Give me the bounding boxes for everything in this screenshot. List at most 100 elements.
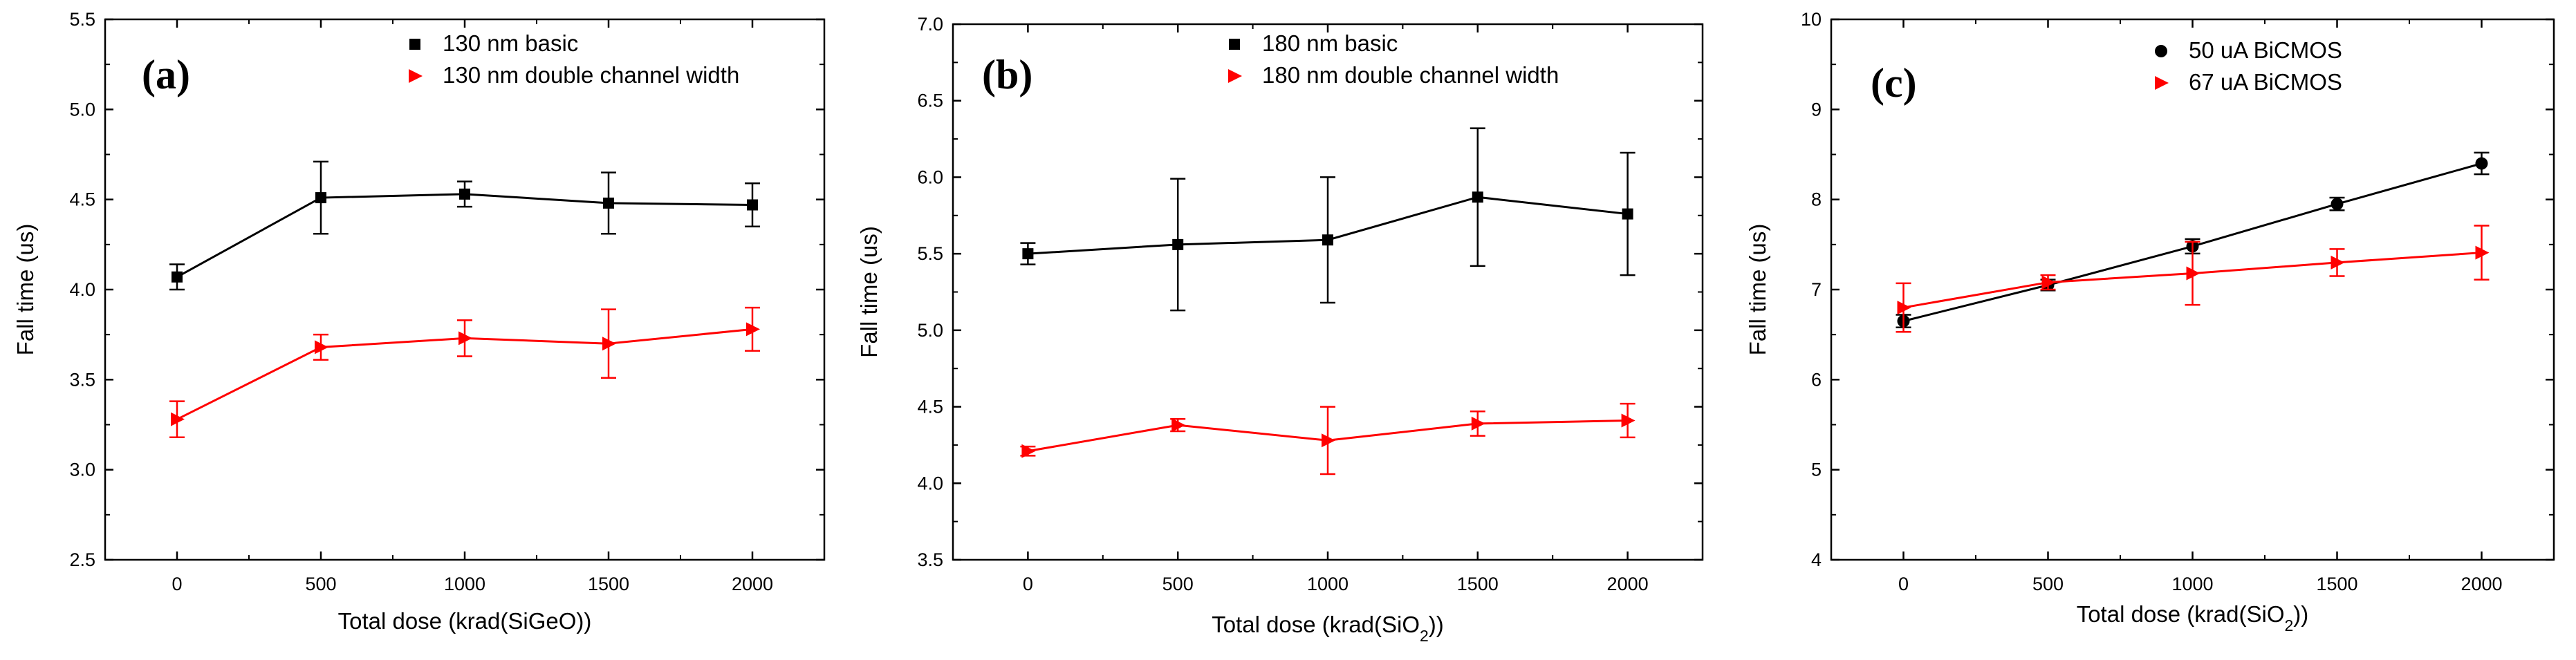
y-tick-label: 4.0 [917, 473, 943, 493]
data-point [746, 322, 760, 337]
y-tick-label: 5.5 [917, 243, 943, 264]
y-tick-label: 4 [1811, 549, 1822, 570]
data-point [171, 412, 185, 426]
data-point [1897, 301, 1911, 315]
series-2 [1896, 225, 2490, 333]
legend-entry: 67 uA BiCMOS [2189, 69, 2342, 95]
data-point [1471, 416, 1485, 431]
x-tick-label: 1500 [1457, 574, 1499, 594]
x-axis-title: Total dose (krad(SiO2)) [2077, 601, 2309, 634]
data-point [1472, 191, 1483, 203]
panel-label: (b) [982, 52, 1032, 97]
y-axis-title: Fall time (us) [856, 226, 882, 358]
x-tick-label: 2000 [732, 574, 773, 594]
y-tick-label: 6.5 [917, 91, 943, 111]
y-tick-label: 10 [1801, 9, 1822, 30]
y-tick-label: 2.5 [69, 549, 95, 570]
plot-frame [104, 18, 826, 561]
series-2 [1020, 402, 1636, 475]
x-tick-label: 0 [1023, 574, 1033, 594]
x-axis-title-subscript: 2 [1420, 627, 1429, 645]
y-tick-label: 3.5 [917, 549, 943, 570]
data-point [1622, 208, 1633, 220]
data-point [2186, 266, 2200, 281]
x-axis-title-main: Total dose (krad(SiO [1212, 612, 1420, 637]
x-axis-title-tail: )) [2293, 601, 2308, 627]
series-1 [1020, 127, 1636, 312]
x-axis-title: Total dose (krad(SiO2)) [1212, 612, 1444, 645]
data-point [2475, 157, 2488, 170]
data-point [2331, 198, 2344, 211]
legend-entry: 180 nm basic [1262, 30, 1398, 56]
x-tick-label: 1000 [2171, 574, 2213, 594]
data-point [315, 192, 326, 204]
x-axis-title-subscript: 2 [2285, 616, 2294, 634]
legend-entry: 50 uA BiCMOS [2189, 37, 2342, 63]
data-point [1621, 413, 1636, 428]
y-axis-title: Fall time (us) [1745, 224, 1770, 356]
legend-marker [2155, 45, 2167, 57]
panel-label: (a) [142, 52, 190, 97]
y-tick-label: 3.5 [69, 369, 95, 390]
y-tick-label: 3.0 [69, 460, 95, 480]
data-point [1172, 238, 1184, 250]
x-tick-label: 1000 [444, 574, 485, 594]
data-point [2041, 275, 2056, 290]
legend-entry: 130 nm double channel width [443, 62, 739, 88]
data-point [1322, 234, 1333, 246]
y-tick-label: 5.0 [69, 99, 95, 120]
data-point [602, 337, 616, 351]
data-point [747, 199, 758, 211]
y-tick-label: 7 [1811, 279, 1822, 300]
y-axis-title: Fall time (us) [12, 224, 38, 356]
x-tick-label: 0 [1898, 574, 1909, 594]
x-tick-label: 1500 [2316, 574, 2357, 594]
x-tick-label: 2000 [1607, 574, 1649, 594]
panel-3: 4 5 6 7 8 9 10 0 500 1000 1500 2000 Fall time (us) To… [1745, 9, 2555, 634]
y-tick-label: 6 [1811, 369, 1822, 390]
x-axis-title-main: Total dose (krad(SiO [2077, 601, 2285, 627]
y-tick-label: 8 [1811, 189, 1822, 210]
series-2 [169, 306, 760, 438]
legend: 50 uA BiCMOS 67 uA BiCMOS [2155, 37, 2342, 95]
data-point [1171, 418, 1186, 433]
x-tick-label: 500 [305, 574, 336, 594]
panel-label: (c) [1871, 60, 1917, 106]
y-tick-label: 4.5 [69, 189, 95, 210]
x-axis-title: Total dose (krad(SiGeO)) [338, 608, 592, 634]
data-point [603, 197, 614, 209]
x-axis-title-main: Total dose (krad(SiGeO)) [338, 608, 592, 634]
data-point [1021, 444, 1036, 458]
data-point [459, 188, 470, 200]
data-point [1022, 248, 1034, 260]
y-tick-label: 4.5 [917, 397, 943, 417]
legend-marker [2155, 76, 2169, 90]
data-point [315, 340, 328, 355]
data-point [2475, 245, 2490, 260]
legend: 180 nm basic 180 nm double channel width [1228, 30, 1559, 88]
legend-entry: 130 nm basic [443, 30, 578, 56]
y-tick-label: 4.0 [69, 279, 95, 300]
x-tick-label: 1000 [1307, 574, 1349, 594]
y-tick-label: 7.0 [917, 14, 943, 35]
x-tick-label: 2000 [2461, 574, 2502, 594]
data-point [1322, 433, 1335, 448]
x-axis-title-tail: )) [1429, 612, 1444, 637]
x-tick-label: 500 [1162, 574, 1194, 594]
legend-marker [1229, 39, 1240, 50]
legend-marker [1228, 69, 1242, 83]
panel-2: 3.5 4.0 4.5 5.0 5.5 6.0 6.5 7.0 0 500 1000 1500 2000… [856, 14, 1704, 645]
y-tick-label: 6.0 [917, 167, 943, 187]
legend-marker [409, 39, 420, 50]
x-tick-label: 1500 [588, 574, 629, 594]
data-point [172, 271, 183, 283]
data-point [2331, 255, 2345, 270]
x-tick-label: 500 [2032, 574, 2064, 594]
x-tick-label: 0 [172, 574, 182, 594]
y-tick-label: 9 [1811, 99, 1822, 120]
data-point [458, 331, 472, 346]
legend-marker [409, 69, 423, 83]
y-tick-label: 5.0 [917, 320, 943, 341]
y-tick-label: 5 [1811, 460, 1822, 480]
